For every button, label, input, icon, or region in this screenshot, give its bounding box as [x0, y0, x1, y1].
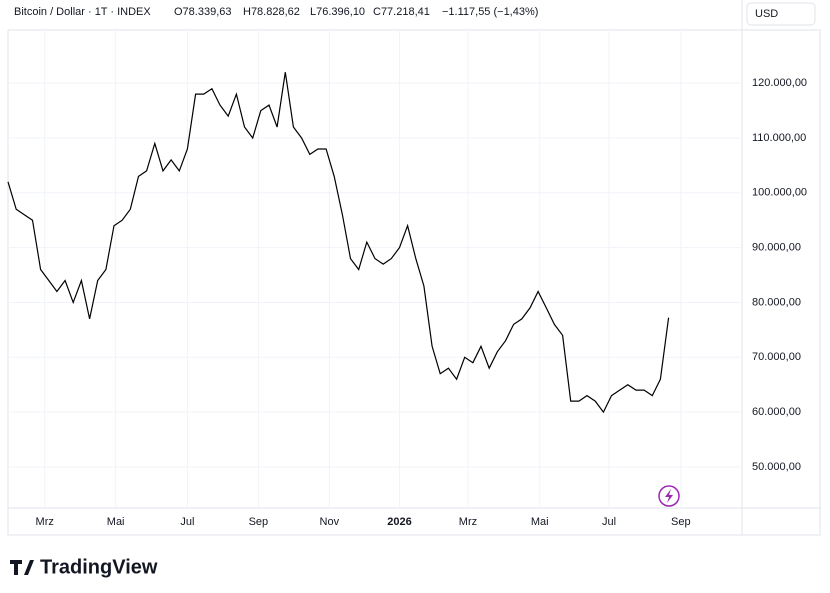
y-tick-label: 50.000,00 — [752, 461, 801, 473]
logo-mark — [10, 560, 34, 575]
y-tick-label: 90.000,00 — [752, 242, 801, 254]
y-tick-label: 100.000,00 — [752, 187, 807, 199]
x-tick-label: Nov — [320, 516, 340, 528]
open: O78.339,63 — [174, 6, 232, 18]
brand: TradingView — [40, 556, 158, 578]
currency-button[interactable] — [746, 2, 816, 26]
x-tick-label: Mai — [107, 516, 125, 528]
y-tick-label: 120.000,00 — [752, 77, 807, 89]
x-tick-label: Sep — [671, 516, 691, 528]
price-line — [7, 72, 670, 414]
high: H78.828,62 — [243, 6, 300, 18]
y-tick-label: 70.000,00 — [752, 351, 801, 363]
x-tick-label: Jul — [180, 516, 194, 528]
x-tick-label: 2026 — [387, 516, 411, 528]
y-tick-label: 110.000,00 — [752, 132, 806, 144]
y-tick-label: 80.000,00 — [752, 296, 801, 308]
symbol: Bitcoin / Dollar · 1T · INDEX — [14, 6, 151, 18]
change: −1.117,55 (−1,43%) — [442, 6, 538, 18]
x-tick-label: Sep — [249, 516, 269, 528]
y-tick-label: 60.000,00 — [752, 406, 801, 418]
x-tick-label: Jul — [602, 516, 616, 528]
lightning — [665, 489, 673, 503]
x-tick-label: Mai — [531, 516, 549, 528]
x-tick-label: Mrz — [459, 516, 477, 528]
currency[interactable]: USD — [755, 8, 778, 20]
close: C77.218,41 — [373, 6, 430, 18]
frame — [7, 29, 821, 536]
low: L76.396,10 — [310, 6, 365, 18]
x-tick-label: Mrz — [36, 516, 54, 528]
